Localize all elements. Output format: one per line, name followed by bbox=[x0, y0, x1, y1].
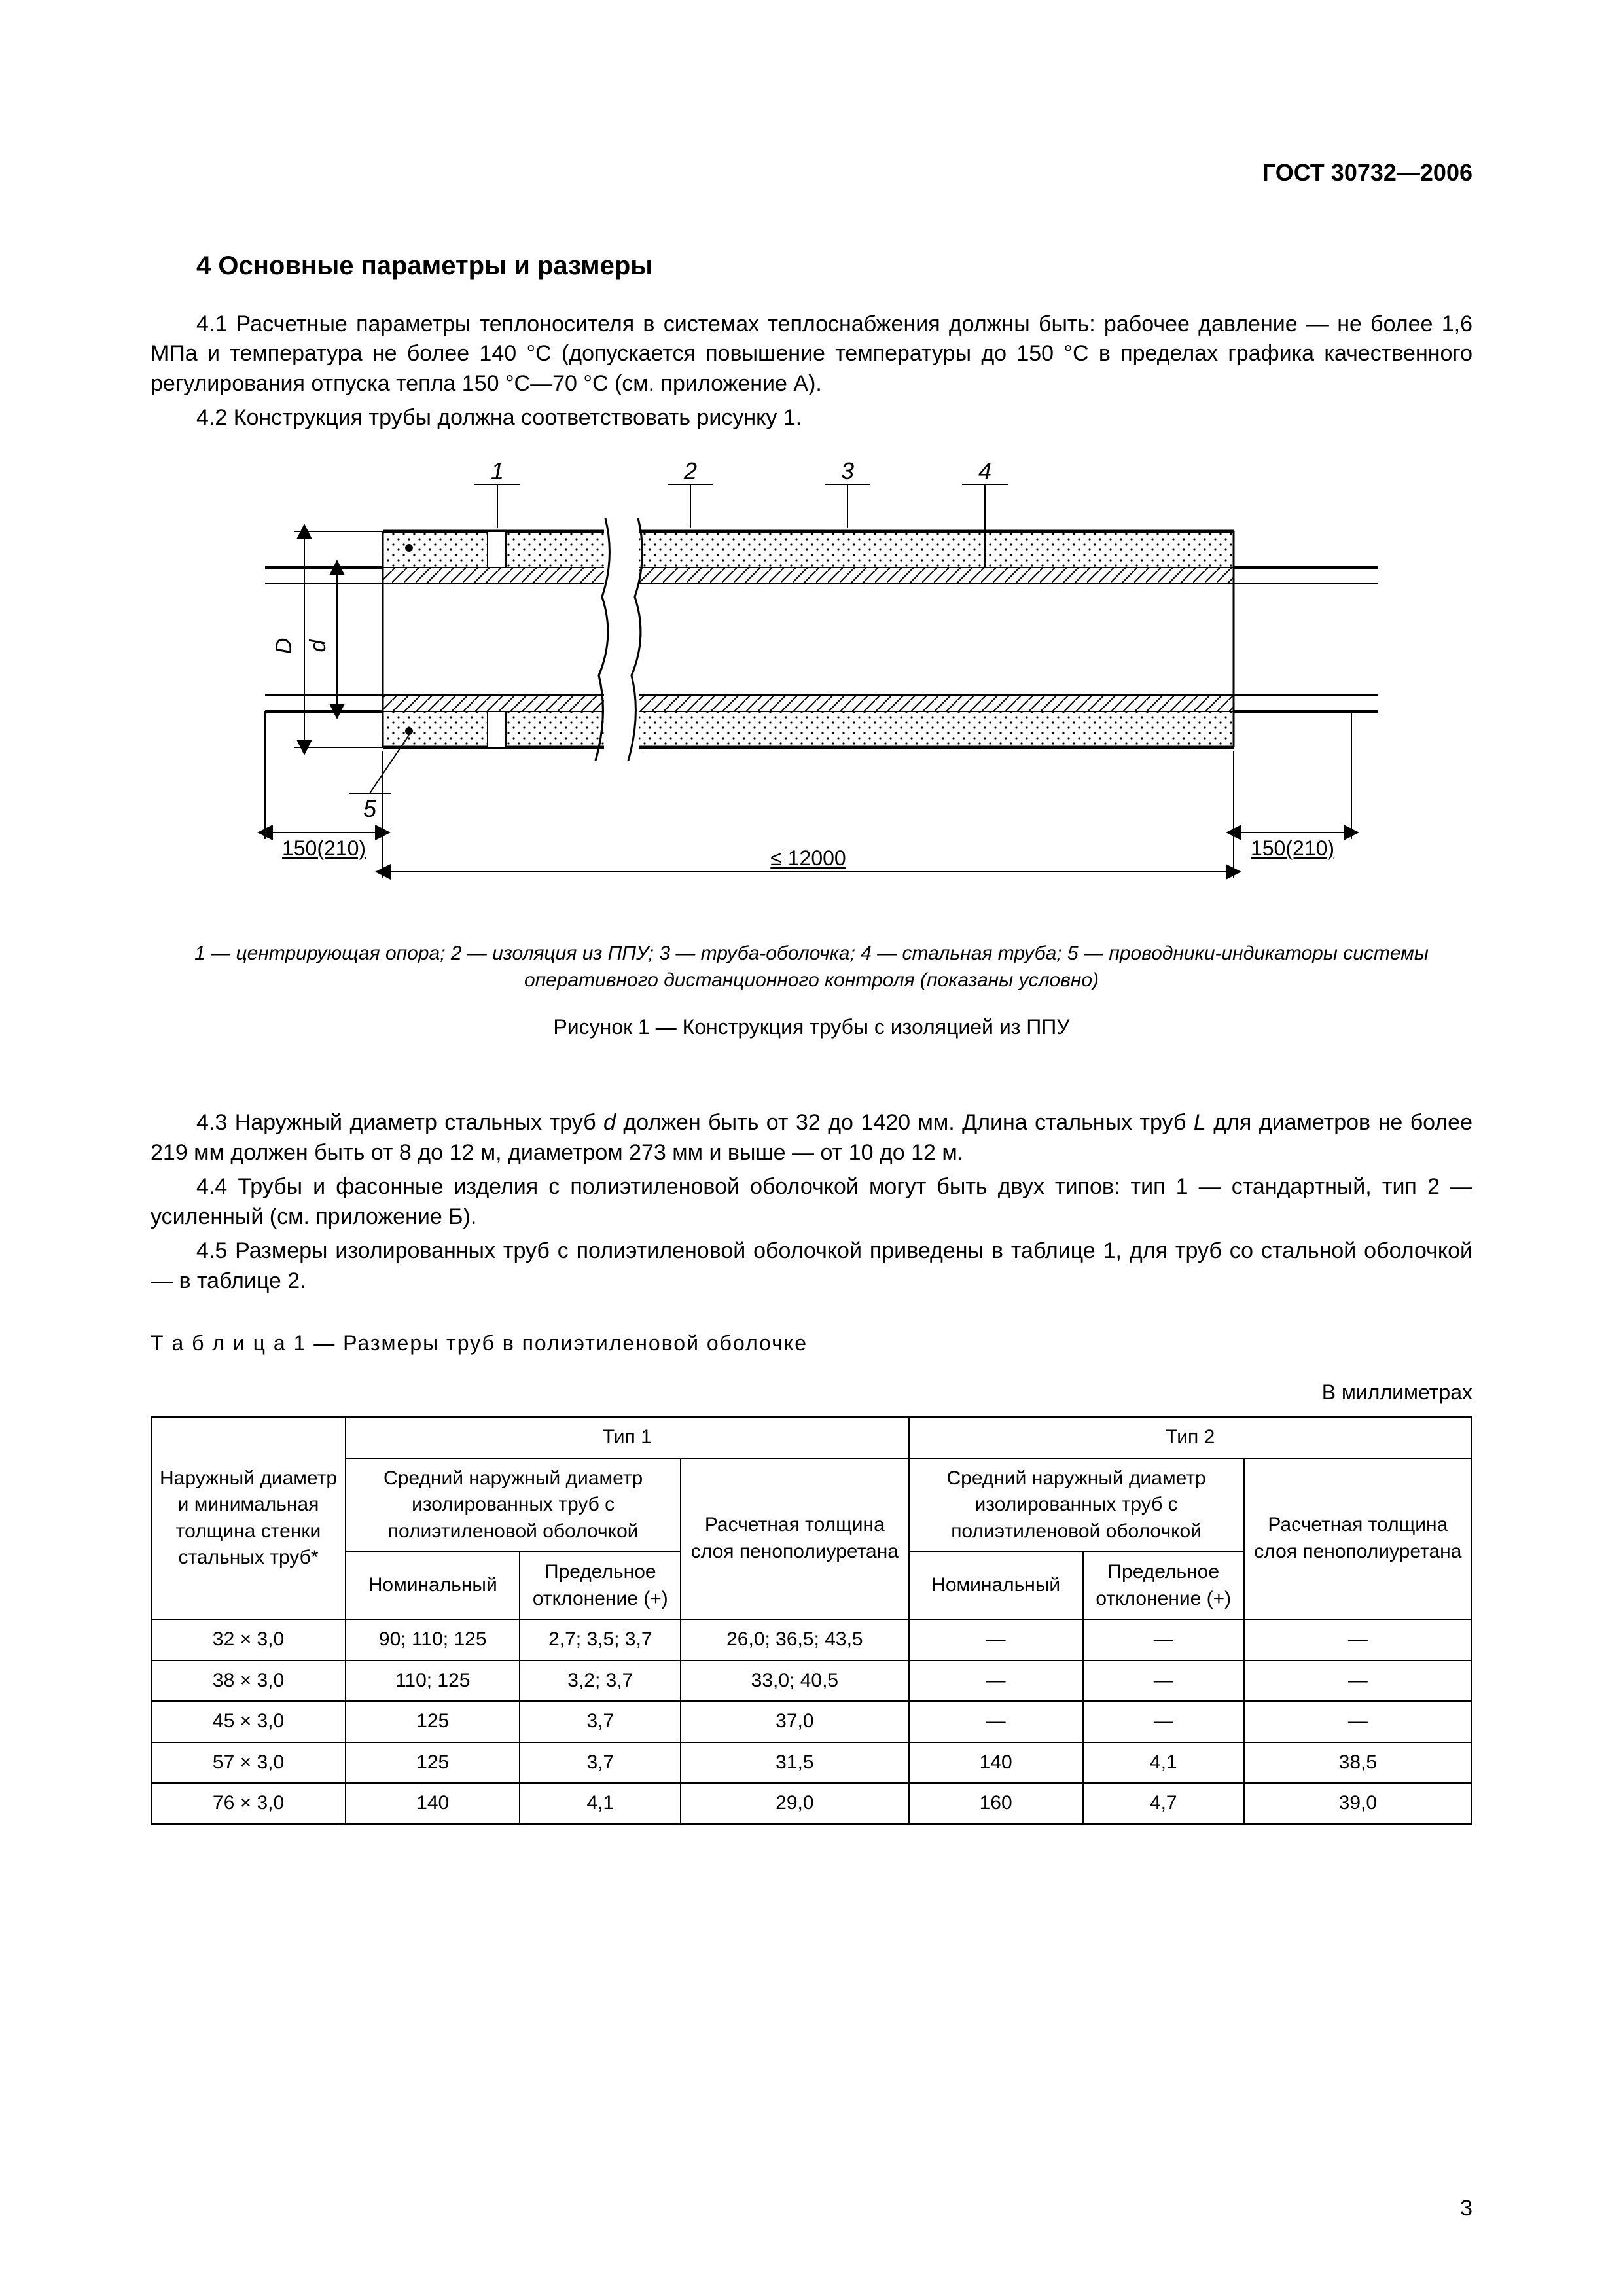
table-cell: 160 bbox=[909, 1783, 1083, 1824]
table1-caption: Т а б л и ц а 1 — Размеры труб в полиэти… bbox=[151, 1329, 1472, 1357]
table-row: 57 × 3,01253,731,51404,138,5 bbox=[151, 1742, 1472, 1784]
table-cell: — bbox=[1244, 1660, 1472, 1702]
table-cell: 2,7; 3,5; 3,7 bbox=[520, 1619, 681, 1660]
table-cell: 125 bbox=[346, 1742, 520, 1784]
th-t2-nom: Номинальный bbox=[909, 1552, 1083, 1619]
section-heading: 4 Основные параметры и размеры bbox=[151, 248, 1472, 283]
table-cell: 45 × 3,0 bbox=[151, 1701, 346, 1742]
table-cell: 110; 125 bbox=[346, 1660, 520, 1702]
table-cell: 31,5 bbox=[681, 1742, 908, 1784]
para-4-4: 4.4 Трубы и фасонные изделия с полиэтиле… bbox=[151, 1172, 1472, 1232]
th-type2: Тип 2 bbox=[909, 1417, 1472, 1458]
para-4-2: 4.2 Конструкция трубы должна соответство… bbox=[151, 403, 1472, 433]
table-cell: 140 bbox=[909, 1742, 1083, 1784]
callout-2: 2 bbox=[683, 457, 697, 484]
page-number: 3 bbox=[1460, 2194, 1472, 2224]
th-t1-dev: Предельное отклонение (+) bbox=[520, 1552, 681, 1619]
table-cell: 26,0; 36,5; 43,5 bbox=[681, 1619, 908, 1660]
table1-units: В миллиметрах bbox=[151, 1378, 1472, 1407]
table-cell: 3,7 bbox=[520, 1701, 681, 1742]
table-row: 76 × 3,01404,129,01604,739,0 bbox=[151, 1783, 1472, 1824]
table-cell: — bbox=[909, 1660, 1083, 1702]
table-1: Наружный диаметр и минимальная толщина с… bbox=[151, 1416, 1472, 1825]
para-4-5: 4.5 Размеры изолированных труб с полиэти… bbox=[151, 1236, 1472, 1297]
table-cell: 33,0; 40,5 bbox=[681, 1660, 908, 1702]
table-cell: 4,1 bbox=[520, 1783, 681, 1824]
table-cell: — bbox=[1083, 1660, 1244, 1702]
figure-1: 1 2 3 4 5 D bbox=[151, 453, 1472, 924]
callout-3: 3 bbox=[841, 457, 854, 484]
table-cell: — bbox=[909, 1619, 1083, 1660]
para-4-3: 4.3 Наружный диаметр стальных труб d дол… bbox=[151, 1108, 1472, 1168]
th-t2-avg: Средний наружный диаметр изолированных т… bbox=[909, 1458, 1244, 1552]
dim-right: 150(210) bbox=[1251, 836, 1334, 860]
th-t1-thk: Расчетная толщина слоя пенополиуретана bbox=[681, 1458, 908, 1620]
table-cell: — bbox=[1083, 1619, 1244, 1660]
th-t2-dev: Предельное отклонение (+) bbox=[1083, 1552, 1244, 1619]
table-cell: 3,7 bbox=[520, 1742, 681, 1784]
para-4-1: 4.1 Расчетные параметры теплоносителя в … bbox=[151, 310, 1472, 400]
table-cell: — bbox=[1083, 1701, 1244, 1742]
table-cell: 90; 110; 125 bbox=[346, 1619, 520, 1660]
dim-d: d bbox=[306, 639, 330, 653]
dim-D: D bbox=[272, 638, 296, 655]
table-cell: 37,0 bbox=[681, 1701, 908, 1742]
table-row: 45 × 3,01253,737,0——— bbox=[151, 1701, 1472, 1742]
th-t1-nom: Номинальный bbox=[346, 1552, 520, 1619]
table-cell: 76 × 3,0 bbox=[151, 1783, 346, 1824]
table-cell: 4,7 bbox=[1083, 1783, 1244, 1824]
figure-caption: Рисунок 1 — Конструкция трубы с изоляцие… bbox=[151, 1013, 1472, 1041]
th-t1-avg: Средний наружный диаметр изолированных т… bbox=[346, 1458, 681, 1552]
table-cell: — bbox=[1244, 1701, 1472, 1742]
table-cell: 38,5 bbox=[1244, 1742, 1472, 1784]
table-cell: 140 bbox=[346, 1783, 520, 1824]
callout-4: 4 bbox=[978, 457, 991, 484]
table-cell: 57 × 3,0 bbox=[151, 1742, 346, 1784]
figure-legend: 1 — центрирующая опора; 2 — изоляция из … bbox=[151, 941, 1472, 994]
table-cell: — bbox=[909, 1701, 1083, 1742]
table-cell: 32 × 3,0 bbox=[151, 1619, 346, 1660]
table-cell: 39,0 bbox=[1244, 1783, 1472, 1824]
callout-1: 1 bbox=[491, 457, 504, 484]
dim-length: ≤ 12000 bbox=[770, 846, 846, 870]
table-cell: 38 × 3,0 bbox=[151, 1660, 346, 1702]
document-id: ГОСТ 30732—2006 bbox=[151, 157, 1472, 189]
table-row: 32 × 3,090; 110; 1252,7; 3,5; 3,726,0; 3… bbox=[151, 1619, 1472, 1660]
callout-5: 5 bbox=[363, 795, 377, 822]
dim-left: 150(210) bbox=[282, 836, 366, 860]
table-row: 38 × 3,0110; 1253,2; 3,733,0; 40,5——— bbox=[151, 1660, 1472, 1702]
table-cell: — bbox=[1244, 1619, 1472, 1660]
table-cell: 125 bbox=[346, 1701, 520, 1742]
th-t2-thk: Расчетная толщина слоя пенополиуретана bbox=[1244, 1458, 1472, 1620]
table-cell: 3,2; 3,7 bbox=[520, 1660, 681, 1702]
page: ГОСТ 30732—2006 4 Основные параметры и р… bbox=[0, 0, 1623, 2296]
table-cell: 4,1 bbox=[1083, 1742, 1244, 1784]
th-size: Наружный диаметр и минимальная толщина с… bbox=[151, 1417, 346, 1619]
th-type1: Тип 1 bbox=[346, 1417, 908, 1458]
table-cell: 29,0 bbox=[681, 1783, 908, 1824]
pipe-diagram-svg: 1 2 3 4 5 D bbox=[239, 453, 1384, 924]
